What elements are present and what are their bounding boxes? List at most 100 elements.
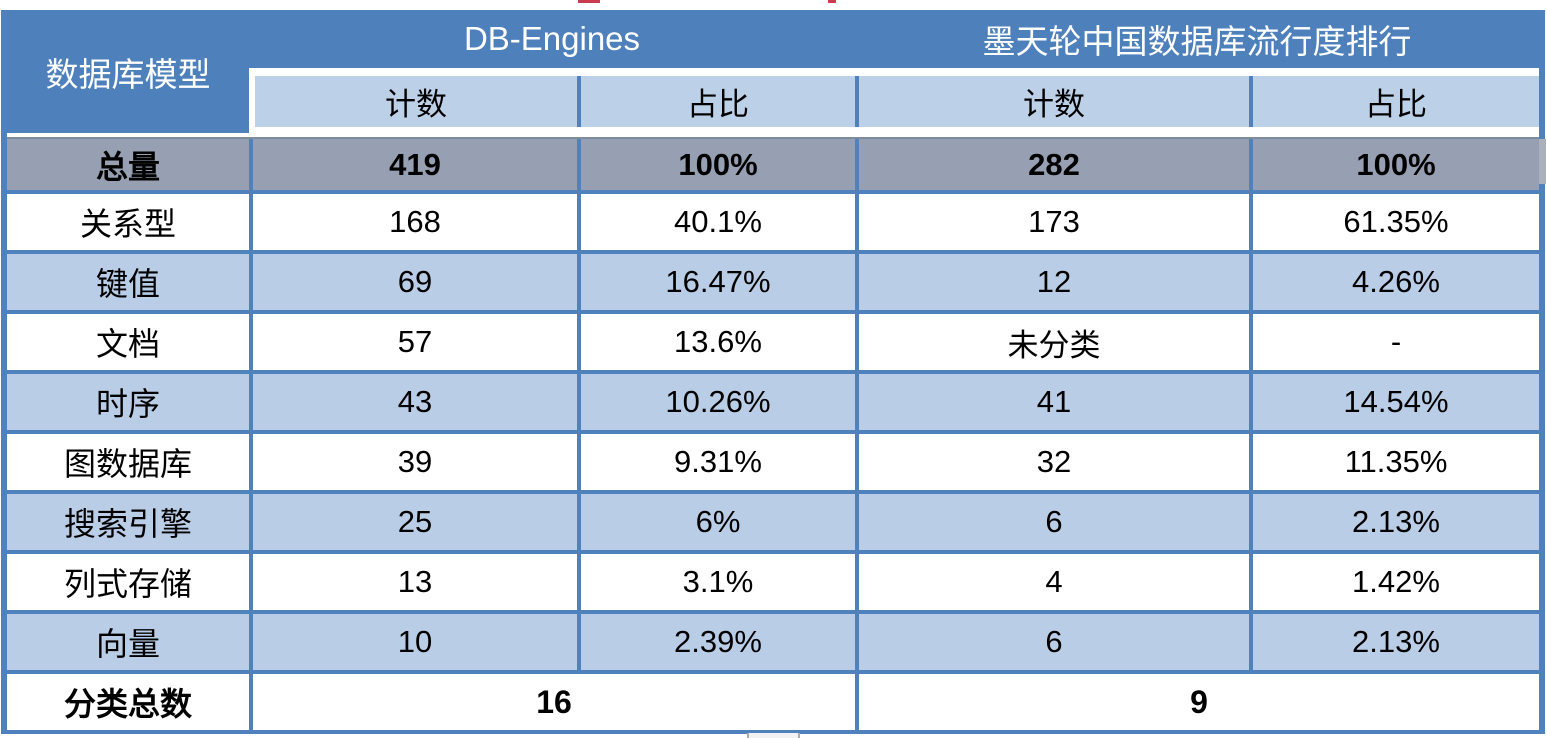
cell-modb-share: -	[1390, 324, 1402, 359]
row-label: 图数据库	[63, 446, 192, 482]
cell-modb-count: 未分类	[1007, 327, 1101, 363]
row-label: 总量	[95, 148, 160, 185]
column-header-modb-count: 计数	[859, 76, 1249, 127]
table-row-relational: 关系型 168 40.1% 173 61.35%	[7, 190, 1539, 250]
cell-db-share: 3.1%	[682, 564, 754, 599]
column-divider	[855, 194, 859, 250]
column-divider	[1249, 554, 1253, 610]
column-header-modb-share: 占比	[1253, 76, 1539, 127]
column-divider	[249, 139, 253, 190]
cell-db-count: 13	[397, 564, 433, 599]
cell-db-share: 2.39%	[674, 624, 762, 659]
table-row-graph: 图数据库 39 9.31% 32 11.35%	[7, 430, 1539, 490]
column-divider	[1249, 374, 1253, 430]
column-divider	[855, 434, 859, 490]
cell-modb-count: 282	[1028, 146, 1080, 182]
row-label: 分类总数	[63, 686, 192, 722]
column-divider	[1249, 194, 1253, 250]
cell-modb-count: 4	[1045, 564, 1063, 599]
cell-db-count: 43	[397, 384, 433, 419]
table-row-total: 总量 419 100% 282 100%	[7, 137, 1546, 190]
cell-modb-share: 2.13%	[1352, 624, 1440, 659]
table-row-time-series: 时序 43 10.26% 41 14.54%	[7, 370, 1539, 430]
column-divider	[249, 194, 253, 250]
cell-modb-share: 100%	[1356, 146, 1436, 182]
cell-modb-share: 11.35%	[1344, 444, 1448, 479]
row-label: 列式存储	[63, 566, 192, 602]
column-divider	[855, 254, 859, 310]
cell-db-count: 57	[397, 324, 433, 359]
cell-db-share: 13.6%	[674, 324, 762, 359]
column-divider	[855, 674, 859, 730]
cell-modb-share: 61.35%	[1343, 204, 1449, 239]
cell-modb-share: 4.26%	[1352, 264, 1440, 299]
column-divider	[249, 314, 253, 370]
column-divider	[1249, 314, 1253, 370]
column-divider	[577, 434, 581, 490]
column-divider	[249, 674, 253, 730]
cell-modb-count: 12	[1036, 264, 1072, 299]
header-gap	[249, 76, 255, 127]
table-header: DB-Engines 墨天轮中国数据库流行度排行 计数 占比 计数 占比 数据库…	[7, 10, 1539, 133]
column-header-db-count: 计数	[255, 76, 577, 127]
table-row-category-totals: 分类总数 16 9	[7, 670, 1539, 730]
column-divider	[1249, 139, 1253, 190]
table-row-document: 文档 57 13.6% 未分类 -	[7, 310, 1539, 370]
column-header-db-share: 占比	[581, 76, 855, 127]
column-divider	[855, 374, 859, 430]
cell-db-count: 25	[397, 504, 433, 539]
column-group-db-engines: DB-Engines	[463, 20, 641, 57]
column-divider	[577, 374, 581, 430]
column-divider	[855, 614, 859, 670]
column-divider	[1249, 434, 1253, 490]
column-divider	[855, 139, 859, 190]
row-label: 向量	[95, 626, 160, 662]
table-row-search-engine: 搜索引擎 25 6% 6 2.13%	[7, 490, 1539, 550]
column-divider	[855, 494, 859, 550]
cell-modb-share: 14.54%	[1343, 384, 1449, 419]
cell-db-share: 10.26%	[665, 384, 771, 419]
table-row-vector: 向量 10 2.39% 6 2.13%	[7, 610, 1539, 670]
column-divider	[1249, 614, 1253, 670]
cell-modb-count: 6	[1045, 624, 1063, 659]
column-divider	[577, 139, 581, 190]
cell-modb-count: 173	[1028, 204, 1080, 239]
column-divider	[249, 494, 253, 550]
column-divider	[577, 76, 581, 127]
column-divider	[577, 194, 581, 250]
column-divider	[1249, 254, 1253, 310]
cell-db-share: 9.31%	[674, 444, 762, 479]
column-divider	[249, 554, 253, 610]
column-divider	[249, 374, 253, 430]
table-row-key-value: 键值 69 16.47% 12 4.26%	[7, 250, 1539, 310]
cell-modb-share: 2.13%	[1352, 504, 1440, 539]
cell-modb-count: 6	[1045, 504, 1063, 539]
row-label: 搜索引擎	[63, 506, 192, 542]
table-row-columnar: 列式存储 13 3.1% 4 1.42%	[7, 550, 1539, 610]
sub-header-row: 计数 占比 计数 占比	[249, 76, 1539, 127]
cell-modb-category-total: 9	[1190, 683, 1208, 720]
red-artifact-mark	[828, 0, 836, 3]
column-divider	[577, 494, 581, 550]
cell-db-engines-category-total: 16	[536, 683, 572, 720]
column-divider	[249, 434, 253, 490]
cell-db-count: 10	[397, 624, 433, 659]
row-label: 键值	[95, 266, 160, 302]
header-group-band: DB-Engines 墨天轮中国数据库流行度排行	[7, 10, 1539, 68]
column-divider	[855, 554, 859, 610]
column-divider	[249, 254, 253, 310]
cell-modb-count: 32	[1036, 444, 1072, 479]
column-divider	[577, 314, 581, 370]
horizontal-scrollbar-thumb[interactable]	[747, 733, 800, 738]
column-group-modb-ranking: 墨天轮中国数据库流行度排行	[982, 23, 1412, 60]
column-divider	[855, 314, 859, 370]
column-divider	[577, 254, 581, 310]
row-label: 时序	[95, 386, 160, 422]
cell-modb-share: 1.42%	[1352, 564, 1440, 599]
column-divider	[577, 554, 581, 610]
header-body-gap	[7, 127, 1539, 137]
cell-db-share: 6%	[695, 504, 741, 539]
row-label: 关系型	[79, 206, 176, 242]
cell-db-share: 40.1%	[674, 204, 762, 239]
cell-db-count: 419	[389, 146, 441, 182]
